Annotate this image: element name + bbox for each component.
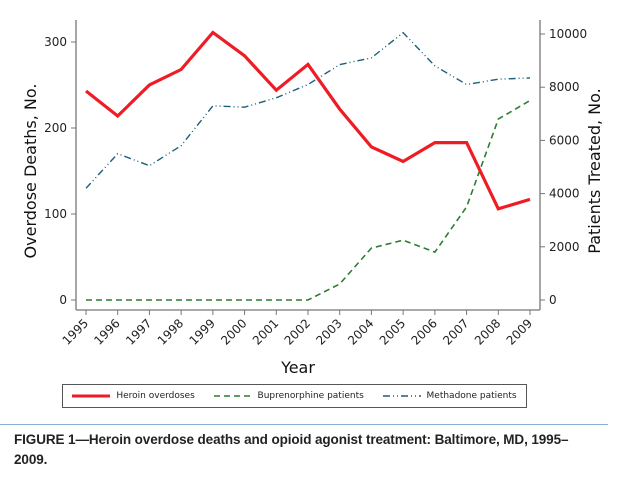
y2-tick-label: 0	[549, 293, 557, 307]
x-tick-label: 2008	[472, 316, 503, 347]
legend: Heroin overdoses Buprenorphine patients …	[62, 384, 527, 408]
y-tick-label: 300	[44, 35, 67, 49]
y2-axis-title: Patients Treated, No.	[585, 88, 604, 253]
y2-tick-label: 4000	[549, 187, 580, 201]
x-tick-label: 2000	[218, 316, 249, 347]
legend-label-methadone: Methadone patients	[426, 391, 517, 401]
x-tick-label: 1998	[155, 316, 186, 347]
series-lines	[85, 30, 531, 301]
series-line-buprenorphine	[86, 99, 531, 301]
x-tick-label: 2003	[313, 316, 344, 347]
y2-tick-label: 8000	[549, 80, 580, 94]
series-line-heroin	[85, 30, 531, 211]
legend-label-heroin: Heroin overdoses	[116, 391, 195, 401]
x-tick-label: 1997	[123, 316, 154, 347]
y2-tick-label: 10000	[549, 27, 587, 41]
x-tick-label: 2006	[408, 316, 439, 347]
x-tick-label: 2005	[377, 316, 408, 347]
legend-item-methadone: Methadone patients	[382, 391, 517, 401]
figure-caption: FIGURE 1—Heroin overdose deaths and opio…	[14, 432, 569, 467]
caption-divider	[0, 424, 608, 425]
axes: 0 100 200 300 0 2000 4000 6000 8000 10000 1995 1996…	[44, 20, 587, 348]
chart: 0 100 200 300 0 2000 4000 6000 8000 10000 1995 1996…	[21, 20, 604, 377]
legend-item-buprenorphine: Buprenorphine patients	[213, 391, 364, 401]
x-tick-label: 2002	[282, 316, 313, 347]
legend-label-buprenorphine: Buprenorphine patients	[257, 391, 364, 401]
x-tick-label: 1995	[60, 316, 91, 347]
legend-swatch-heroin	[72, 394, 111, 398]
y-tick-label: 100	[44, 207, 67, 221]
x-tick-label: 2001	[250, 316, 281, 347]
y-tick-label: 0	[59, 293, 67, 307]
legend-swatch-methadone	[382, 395, 421, 397]
y-axis-title: Overdose Deaths, No.	[21, 84, 40, 259]
x-tick-label: 1999	[186, 316, 217, 347]
x-tick-label: 1996	[91, 316, 122, 347]
x-tick-label: 2009	[504, 316, 535, 347]
y2-tick-label: 6000	[549, 133, 580, 147]
legend-item-heroin: Heroin overdoses	[72, 391, 195, 401]
legend-swatch-buprenorphine	[213, 395, 252, 397]
y2-tick-label: 2000	[549, 240, 580, 254]
x-tick-label: 2007	[440, 316, 471, 347]
x-axis-title: Year	[280, 358, 315, 377]
series-line-methadone	[85, 31, 531, 189]
y-tick-label: 200	[44, 121, 67, 135]
x-tick-label: 2004	[345, 316, 376, 347]
